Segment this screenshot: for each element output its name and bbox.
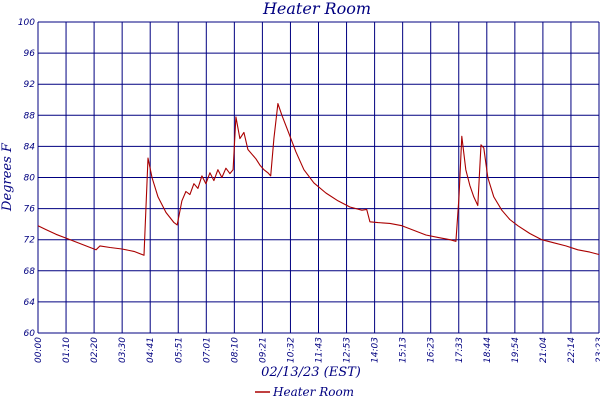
y-tick-label: 80 bbox=[24, 174, 36, 184]
x-tick-label: 16:23 bbox=[427, 337, 437, 363]
series-group bbox=[37, 103, 600, 256]
y-tick-label: 84 bbox=[24, 142, 36, 152]
x-tick-label: 11:43 bbox=[315, 337, 325, 363]
y-tick-label: 96 bbox=[24, 49, 36, 59]
x-tick-labels: 00:00 01:10 02:20 03:30 04:41 05:51 07:01 08:10… bbox=[34, 337, 600, 363]
y-tick-label: 60 bbox=[24, 329, 36, 339]
y-tick-labels: 60 64 68 72 76 80 84 88 92 96 100 bbox=[18, 18, 35, 339]
legend: Heater Room bbox=[255, 385, 354, 399]
x-tick-label: 09:21 bbox=[258, 337, 268, 363]
x-tick-label: 10:32 bbox=[286, 337, 296, 363]
x-tick-label: 01:10 bbox=[62, 337, 72, 363]
x-tick-label: 14:03 bbox=[371, 337, 381, 363]
x-tick-label: 15:13 bbox=[399, 337, 409, 363]
y-tick-label: 76 bbox=[24, 205, 36, 215]
x-tick-label: 00:00 bbox=[34, 337, 44, 363]
x-axis-label: 02/13/23 (EST) bbox=[261, 365, 361, 380]
x-tick-label: 04:41 bbox=[146, 337, 156, 363]
x-tick-label: 22:14 bbox=[567, 337, 577, 363]
x-tick-label: 17:33 bbox=[455, 337, 465, 363]
x-tick-label: 19:54 bbox=[511, 337, 521, 363]
x-tick-label: 18:44 bbox=[483, 337, 493, 363]
legend-label: Heater Room bbox=[272, 385, 354, 399]
y-tick-label: 64 bbox=[24, 298, 36, 308]
chart-title: Heater Room bbox=[262, 0, 371, 18]
y-axis-label: Degrees F bbox=[0, 142, 15, 212]
chart-grid bbox=[37, 21, 600, 334]
x-tick-label: 12:53 bbox=[343, 337, 353, 363]
x-tick-label: 23:23 bbox=[595, 337, 600, 363]
x-tick-label: 03:30 bbox=[118, 337, 128, 363]
x-tick-label: 07:01 bbox=[202, 337, 212, 363]
y-tick-label: 68 bbox=[24, 267, 36, 277]
x-tick-label: 02:20 bbox=[90, 337, 100, 363]
y-tick-label: 100 bbox=[18, 18, 35, 28]
x-tick-label: 08:10 bbox=[230, 337, 240, 363]
y-tick-label: 88 bbox=[24, 111, 36, 121]
x-tick-label: 21:04 bbox=[539, 337, 549, 363]
x-tick-label: 05:51 bbox=[174, 337, 184, 363]
series-line-heater-room bbox=[37, 103, 600, 256]
y-tick-label: 92 bbox=[24, 80, 36, 90]
y-tick-label: 72 bbox=[24, 236, 36, 246]
